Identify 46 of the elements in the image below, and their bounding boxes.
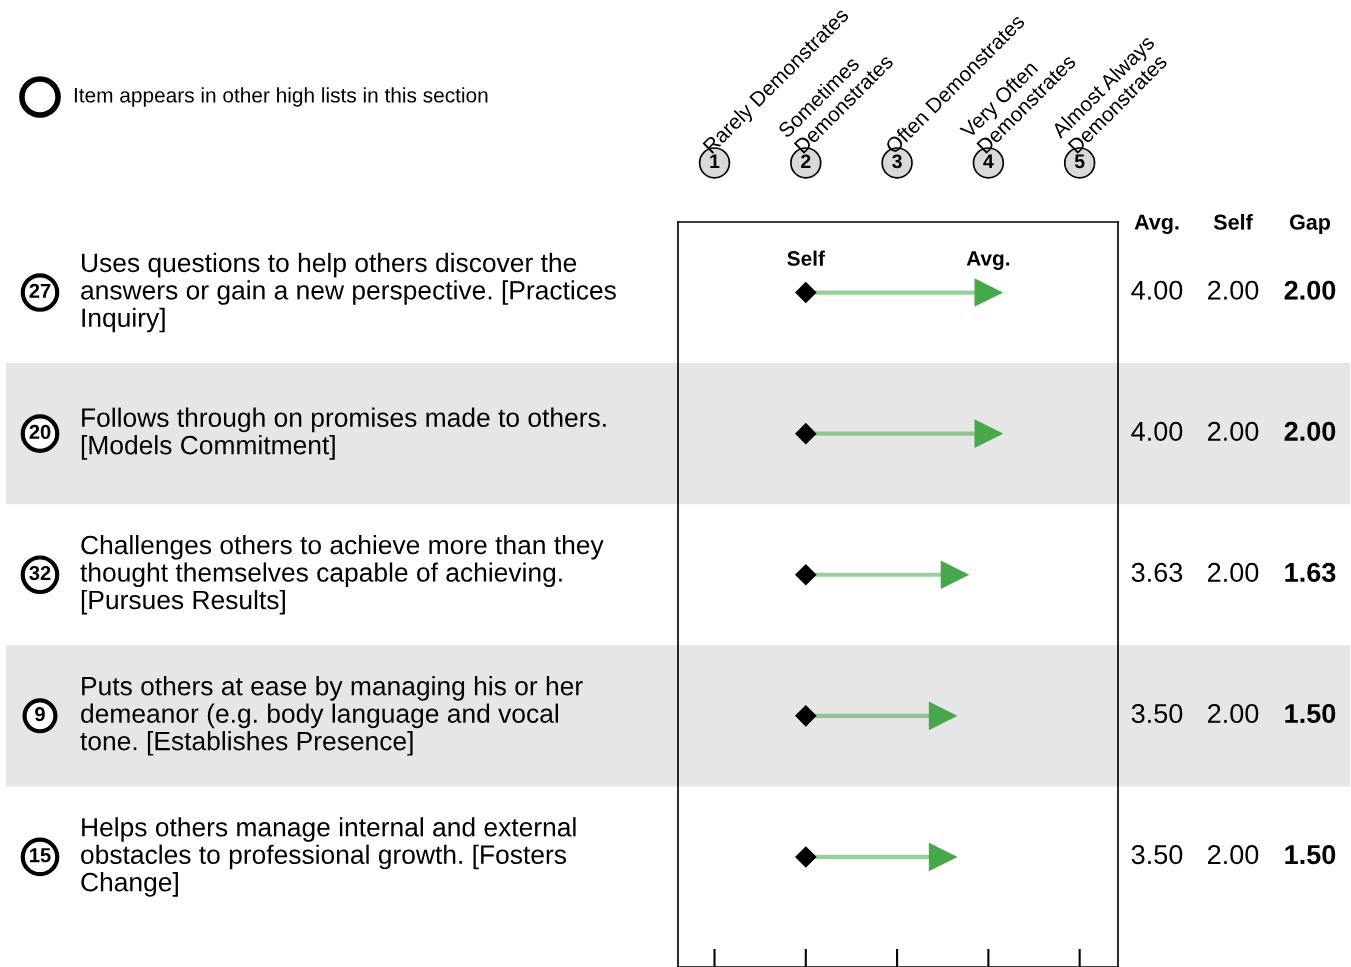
text: Self bbox=[1213, 213, 1253, 230]
data-label: 3.63 bbox=[1131, 562, 1183, 583]
text: Item appears in other high lists in this section bbox=[74, 87, 488, 107]
data-label: 2.00 bbox=[1208, 421, 1259, 441]
y2-tick-label: 32 bbox=[29, 565, 51, 581]
text: 2.00 bbox=[1284, 280, 1336, 300]
data-label: 4.00 bbox=[1131, 421, 1183, 441]
y2-tick-label: 15 bbox=[30, 848, 51, 863]
point bbox=[795, 846, 817, 868]
text: Gap bbox=[1289, 214, 1331, 235]
point bbox=[795, 423, 817, 445]
data-label: 2.00 bbox=[1208, 562, 1259, 583]
y2-tick-label: 9 bbox=[35, 706, 45, 722]
data-label: 3.50 bbox=[1131, 703, 1183, 724]
data-label: 2.00 bbox=[1208, 280, 1259, 300]
text: Avg. bbox=[1134, 214, 1179, 235]
x-tick-label: 1 bbox=[710, 154, 720, 168]
text: 1.63 bbox=[1285, 562, 1336, 583]
text: 1.50 bbox=[1285, 703, 1336, 724]
x-tick-label: 3 bbox=[892, 154, 902, 169]
x-tick-label: 4 bbox=[983, 154, 994, 168]
data-label: 2.00 bbox=[1208, 845, 1259, 865]
point bbox=[940, 560, 969, 589]
y-tick-label: Follows through on promises made to others. [Models Commitment] bbox=[81, 407, 606, 460]
y2-tick-label: 20 bbox=[29, 424, 51, 440]
x-tick-label: 2 bbox=[801, 154, 811, 168]
y-tick-label: Challenges others to achieve more than they thought themselves capable of achieving. [Pursues Results] bbox=[80, 534, 604, 615]
point bbox=[974, 419, 1003, 448]
point bbox=[928, 843, 957, 871]
text: 1.50 bbox=[1285, 845, 1336, 865]
text: 2.00 bbox=[1284, 421, 1336, 441]
point bbox=[974, 278, 1003, 307]
series-label: Self bbox=[787, 250, 825, 266]
data-label: 4.00 bbox=[1131, 280, 1183, 300]
data-label: 2.00 bbox=[1208, 703, 1259, 724]
point bbox=[795, 282, 817, 304]
y2-tick-label: 27 bbox=[29, 283, 51, 298]
x-tick-label: 5 bbox=[1074, 154, 1085, 169]
series-label: Avg. bbox=[966, 251, 1010, 270]
point bbox=[928, 701, 957, 730]
y-tick-label: Puts others at ease by managing his or her demeanor (e.g. body language and vocal tone. [Establishes Presence] bbox=[80, 676, 583, 756]
data-label: 3.50 bbox=[1131, 845, 1183, 865]
point bbox=[795, 705, 817, 727]
y-tick-label: Helps others manage internal and external obstacles to professional growth. [Fosters Change] bbox=[81, 817, 576, 897]
y-tick-label: Uses questions to help others discover the answers or gain a new perspective. [Practices Inquiry] bbox=[81, 252, 616, 333]
point bbox=[795, 564, 817, 586]
